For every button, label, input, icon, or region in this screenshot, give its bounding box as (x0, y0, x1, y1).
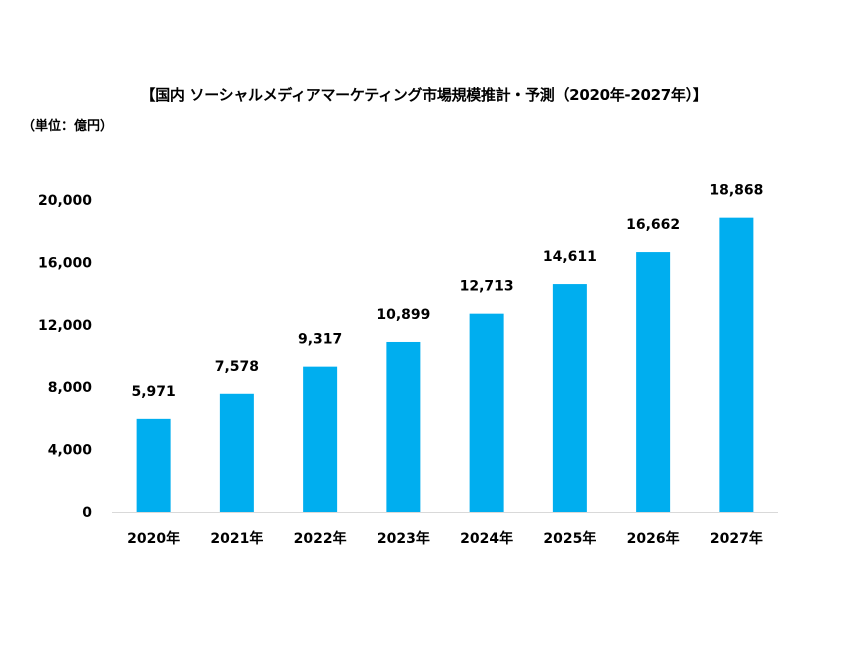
x-tick-label: 2022年 (294, 530, 347, 547)
y-tick-label: 16,000 (38, 255, 92, 271)
x-tick-label: 2027年 (710, 530, 763, 547)
bar (552, 284, 587, 512)
value-labels: 5,971 7,578 9,317 10,899 12,713 14,611 16,662 1… (131, 183, 763, 400)
bar-value-label: 9,317 (298, 332, 342, 348)
x-tick-label: 2025年 (543, 530, 596, 547)
x-tick-label: 2026年 (627, 530, 680, 547)
x-tick-label: 2023年 (377, 530, 430, 547)
bar-value-label: 5,971 (131, 384, 175, 400)
bar (469, 313, 504, 512)
bar-value-label: 18,868 (709, 183, 763, 199)
x-tick-label: 2020年 (127, 530, 180, 547)
y-tick-label: 4,000 (48, 443, 93, 459)
bar-value-label: 12,713 (460, 279, 514, 295)
bar-value-label: 14,611 (543, 249, 597, 265)
unit-label: （単位：億円） (22, 119, 114, 134)
y-axis-labels: 0 4,000 8,000 12,000 16,000 20,000 (38, 193, 92, 521)
bar-value-label: 7,578 (215, 359, 259, 375)
x-tick-label: 2021年 (210, 530, 263, 547)
bar (386, 341, 421, 512)
bar (136, 418, 171, 512)
y-tick-label: 20,000 (38, 193, 92, 209)
bar (219, 393, 254, 512)
x-axis-labels: 2020年 2021年 2022年 2023年 2024年 2025年 2026年 2027年 (127, 530, 763, 547)
bars (136, 217, 754, 513)
bar (636, 252, 671, 512)
bar (719, 217, 754, 513)
chart-title: 【国内 ソーシャルメディアマーケティング市場規模推計・予測（2020年-2027… (140, 86, 708, 104)
y-tick-label: 0 (82, 505, 92, 521)
bar-value-label: 10,899 (376, 307, 430, 323)
y-tick-label: 8,000 (48, 380, 93, 396)
bar (303, 366, 338, 512)
x-tick-label: 2024年 (460, 530, 513, 547)
bar-value-label: 16,662 (626, 217, 680, 233)
y-tick-label: 12,000 (38, 318, 92, 334)
